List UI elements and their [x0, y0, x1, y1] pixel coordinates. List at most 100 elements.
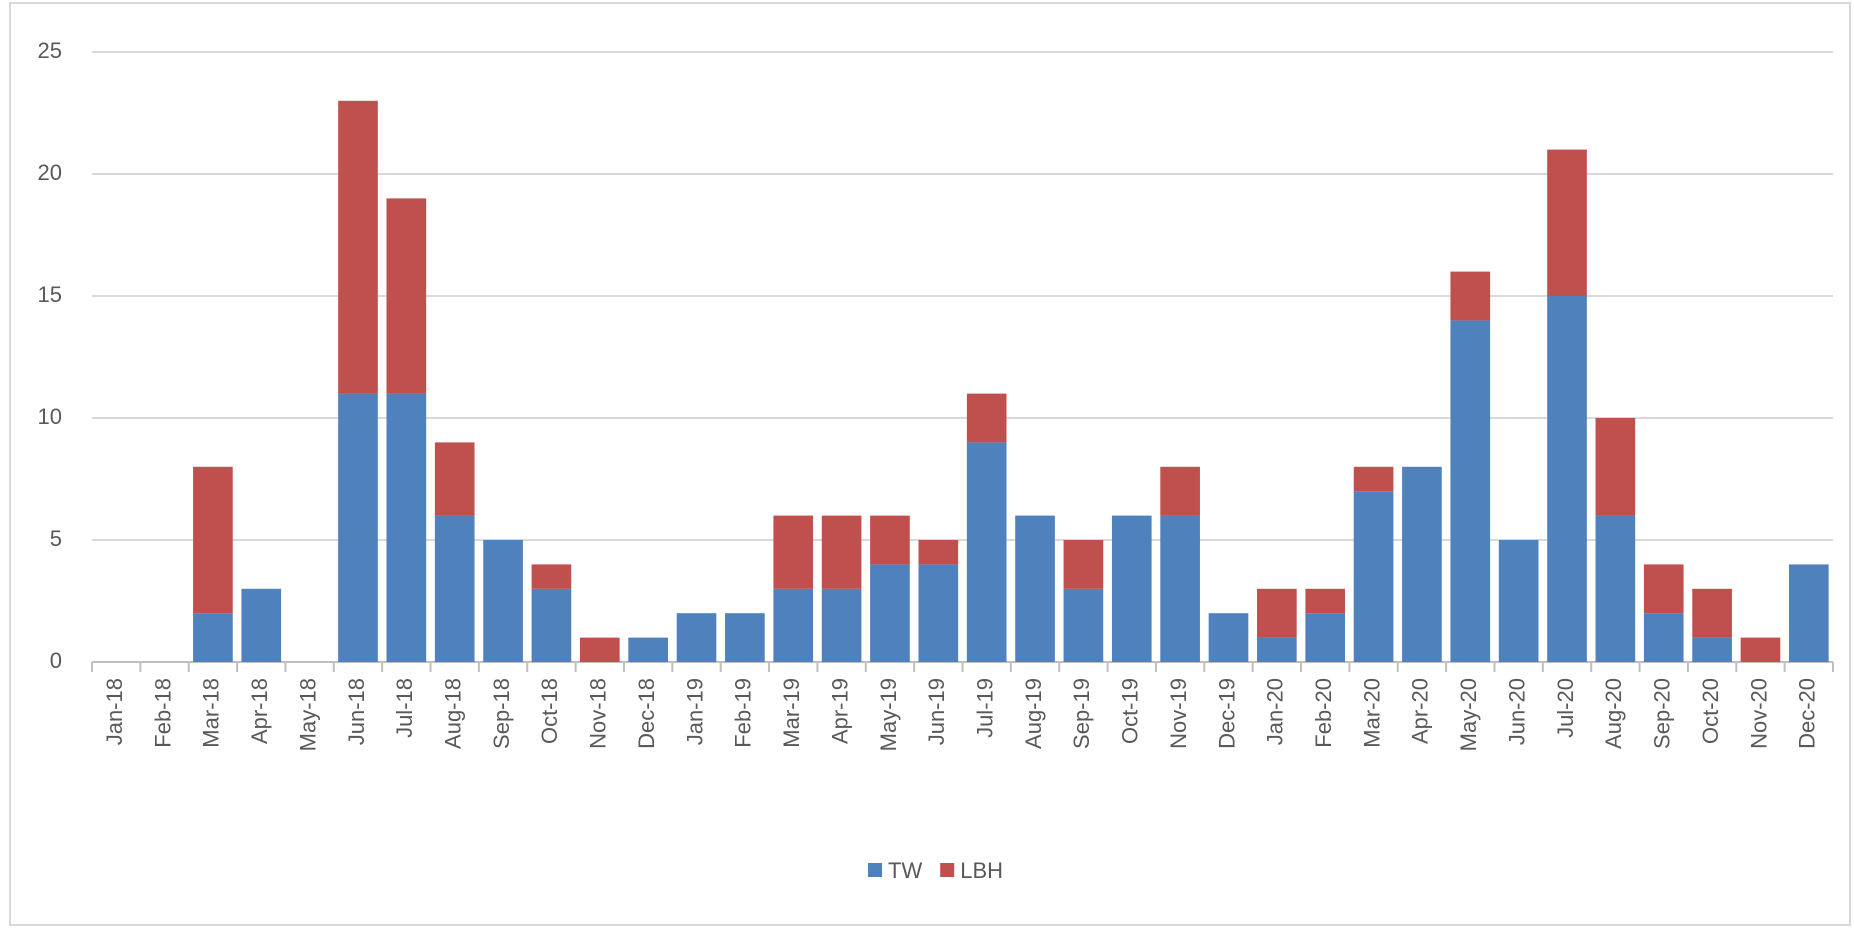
- x-tick-label: Jan-20: [1263, 678, 1288, 745]
- x-tick-label: Mar-18: [199, 678, 224, 748]
- bar-segment: [1402, 466, 1442, 662]
- bar-segment: [1305, 588, 1346, 614]
- bar-segment: [434, 515, 475, 662]
- bar-segment: [434, 442, 475, 516]
- bar-segment: [338, 393, 378, 662]
- bar-segment: [1160, 515, 1200, 662]
- x-tick-label: Mar-19: [779, 678, 804, 748]
- x-tick-label: Jun-18: [344, 678, 369, 745]
- bar-segment: [1111, 515, 1152, 662]
- bar-segment: [773, 588, 814, 662]
- x-tick-label: Jul-18: [392, 678, 417, 738]
- x-tick-label: Sep-20: [1650, 678, 1675, 749]
- x-tick-label: Jan-19: [682, 678, 707, 745]
- x-tick-label: Apr-18: [247, 678, 272, 744]
- x-tick-label: Dec-19: [1214, 678, 1239, 749]
- x-tick-label: Nov-18: [586, 678, 611, 749]
- bar-segment: [1595, 515, 1636, 662]
- bar-segment: [193, 466, 233, 614]
- bar-segment: [1305, 613, 1346, 662]
- x-tick-label: Nov-19: [1166, 678, 1191, 749]
- bar-segment: [1353, 466, 1394, 492]
- bar-segment: [579, 637, 620, 662]
- bar-segment: [1257, 637, 1297, 662]
- bar-segment: [1015, 515, 1055, 662]
- bar-segment: [193, 613, 233, 662]
- x-tick-label: May-19: [876, 678, 901, 751]
- bar-segment: [1450, 271, 1491, 321]
- bar-segment: [531, 564, 572, 589]
- bar-segment: [1063, 588, 1104, 662]
- bar-segment: [725, 613, 765, 662]
- bar-segment: [1063, 540, 1104, 589]
- bar-segment: [966, 442, 1007, 662]
- bar-segment: [1692, 637, 1732, 662]
- x-tick-label: Dec-20: [1795, 678, 1820, 749]
- bar-segment: [531, 588, 572, 662]
- chart-frame: [9, 2, 1851, 926]
- bar-segment: [1547, 149, 1587, 296]
- x-tick-label: Jun-20: [1504, 678, 1529, 745]
- bar-segment: [338, 100, 378, 394]
- y-tick-label: 5: [50, 526, 62, 551]
- x-tick-label: Jun-19: [924, 678, 949, 745]
- legend-swatch: [940, 863, 955, 877]
- x-tick-label: Nov-20: [1746, 678, 1771, 749]
- bar-segment: [918, 564, 959, 662]
- bar-segment: [1160, 466, 1200, 516]
- x-tick-label: Feb-18: [150, 678, 175, 748]
- x-tick-label: May-20: [1456, 678, 1481, 751]
- bar-segment: [1498, 540, 1539, 662]
- bar-segment: [483, 540, 523, 662]
- bar-segment: [241, 588, 282, 662]
- x-tick-label: Aug-18: [441, 678, 466, 749]
- bar-segment: [676, 613, 717, 662]
- bar-segment: [821, 515, 862, 589]
- x-tick-label: Oct-20: [1698, 678, 1723, 744]
- bar-segment: [870, 564, 910, 662]
- bar-segment: [1257, 588, 1297, 638]
- bar-segment: [1643, 564, 1684, 614]
- bar-segment: [1740, 637, 1781, 662]
- legend-label: TW: [888, 858, 922, 883]
- y-tick-label: 10: [38, 404, 62, 429]
- legend-label: LBH: [960, 858, 1003, 883]
- x-tick-label: Oct-18: [537, 678, 562, 744]
- bar-segment: [386, 393, 427, 662]
- x-tick-label: Jul-20: [1553, 678, 1578, 738]
- x-tick-label: Feb-20: [1311, 678, 1336, 748]
- bar-segment: [918, 540, 959, 565]
- bar-segment: [386, 198, 427, 394]
- bar-segment: [821, 588, 862, 662]
- bar-segment: [1692, 588, 1732, 638]
- bar-segment: [1353, 491, 1394, 662]
- bar-segment: [1788, 564, 1829, 662]
- bar-segment: [1208, 613, 1249, 662]
- y-tick-label: 0: [50, 648, 62, 673]
- x-tick-label: Dec-18: [634, 678, 659, 749]
- x-tick-label: Jul-19: [972, 678, 997, 738]
- x-tick-label: Oct-19: [1118, 678, 1143, 744]
- bar-segment: [870, 515, 910, 565]
- x-tick-label: Sep-19: [1069, 678, 1094, 749]
- x-tick-label: Jan-18: [102, 678, 127, 745]
- x-tick-label: Sep-18: [489, 678, 514, 749]
- bar-segment: [628, 637, 668, 662]
- bar-segment: [1643, 613, 1684, 662]
- bar-segment: [773, 515, 814, 589]
- x-tick-label: Mar-20: [1359, 678, 1384, 748]
- y-tick-label: 15: [38, 282, 62, 307]
- bar-segment: [1450, 320, 1491, 662]
- x-tick-label: Aug-19: [1021, 678, 1046, 749]
- bar-segment: [1595, 418, 1636, 516]
- x-tick-label: Apr-20: [1408, 678, 1433, 744]
- bar-segment: [966, 393, 1007, 443]
- bar-segment: [1547, 296, 1587, 662]
- x-tick-label: Feb-19: [731, 678, 756, 748]
- x-tick-label: Aug-20: [1601, 678, 1626, 749]
- y-tick-label: 25: [38, 38, 62, 63]
- y-tick-label: 20: [38, 160, 62, 185]
- legend-swatch: [868, 863, 882, 877]
- x-tick-label: Apr-19: [827, 678, 852, 744]
